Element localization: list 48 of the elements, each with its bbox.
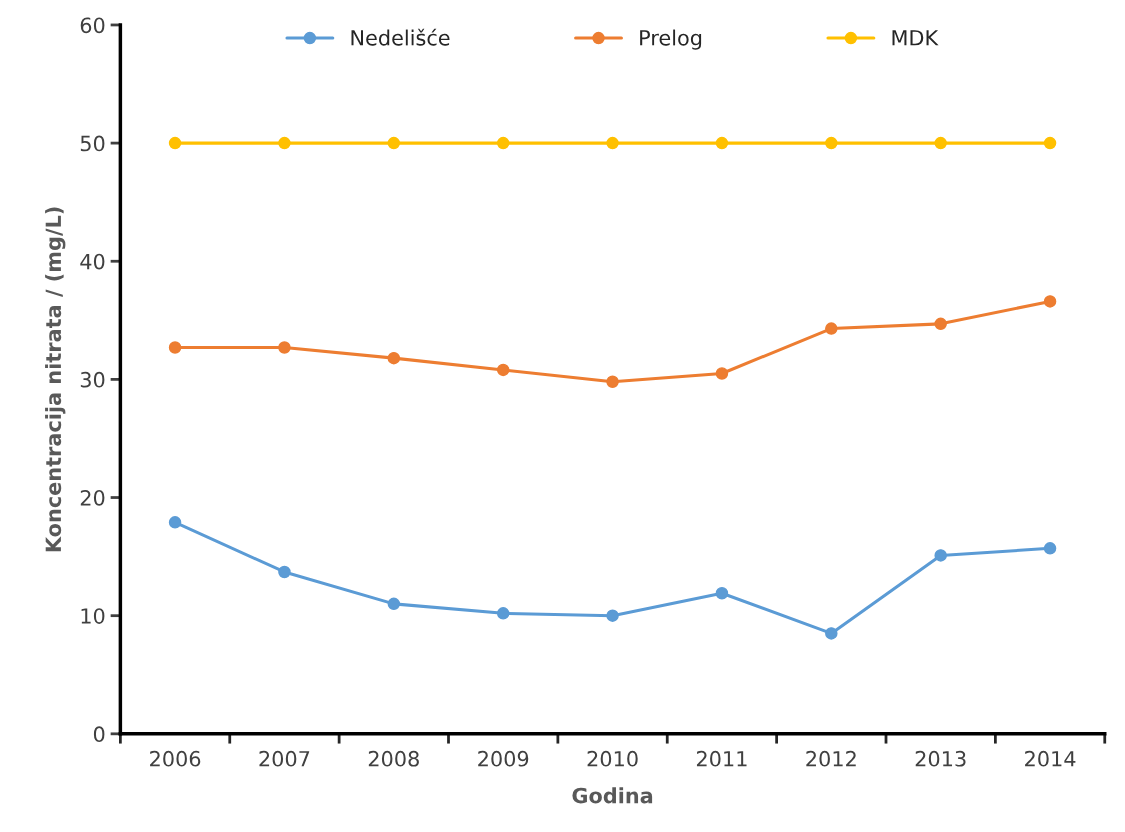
x-tick-label: 2011 — [696, 750, 747, 767]
point — [715, 136, 729, 150]
point — [278, 565, 291, 579]
point — [715, 586, 729, 600]
y-tick-label: 0 — [93, 726, 105, 743]
x-tick-label: 2010 — [587, 750, 638, 767]
x-tick-label: 2013 — [915, 750, 966, 767]
point — [496, 363, 510, 377]
point — [1043, 295, 1057, 308]
point — [606, 375, 619, 389]
point — [387, 136, 401, 150]
point — [825, 322, 838, 335]
y-tick-label: 60 — [80, 17, 105, 34]
point — [496, 136, 510, 150]
point — [825, 627, 838, 640]
x-tick-label: 2007 — [259, 750, 310, 767]
point — [606, 136, 619, 150]
x-tick-label: 2012 — [806, 750, 856, 767]
point — [825, 136, 838, 150]
legend-label: MDK — [892, 30, 939, 46]
x-axis-title: Godina — [572, 787, 653, 804]
point — [387, 351, 401, 365]
y-tick-label: 40 — [80, 253, 105, 270]
point — [278, 136, 291, 150]
legend-label: Prelog — [640, 29, 702, 50]
point — [715, 367, 729, 380]
point — [168, 341, 182, 354]
point — [934, 549, 947, 562]
point — [606, 609, 619, 622]
point — [496, 607, 510, 620]
point — [387, 597, 401, 611]
y-tick-label: 50 — [80, 135, 105, 152]
x-tick-label: 2014 — [1025, 750, 1076, 767]
y-axis-title: Koncentracija nitrata / (mg/L) — [45, 207, 66, 552]
x-tick-label: 2006 — [150, 750, 201, 767]
point — [1043, 542, 1057, 555]
point — [934, 136, 947, 150]
y-tick-label: 20 — [80, 489, 105, 506]
point — [1043, 136, 1057, 150]
point — [168, 516, 182, 529]
point — [278, 341, 291, 354]
legend-label: Nedelišće — [351, 28, 450, 46]
y-tick-label: 30 — [80, 371, 105, 388]
x-tick-label: 2008 — [368, 750, 419, 767]
point — [934, 317, 947, 331]
y-tick-label: 10 — [81, 608, 105, 624]
x-tick-label: 2009 — [478, 750, 529, 767]
point — [168, 136, 182, 150]
